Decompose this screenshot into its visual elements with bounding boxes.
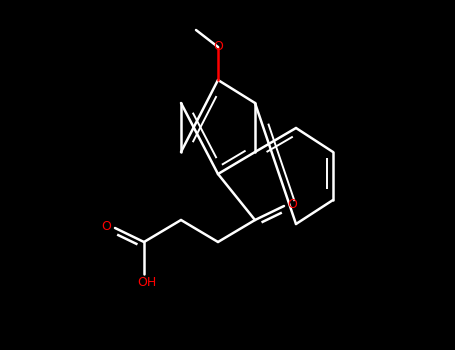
Text: O: O bbox=[101, 219, 111, 232]
Text: O: O bbox=[213, 41, 223, 54]
Text: OH: OH bbox=[137, 276, 157, 289]
Text: O: O bbox=[287, 197, 297, 210]
